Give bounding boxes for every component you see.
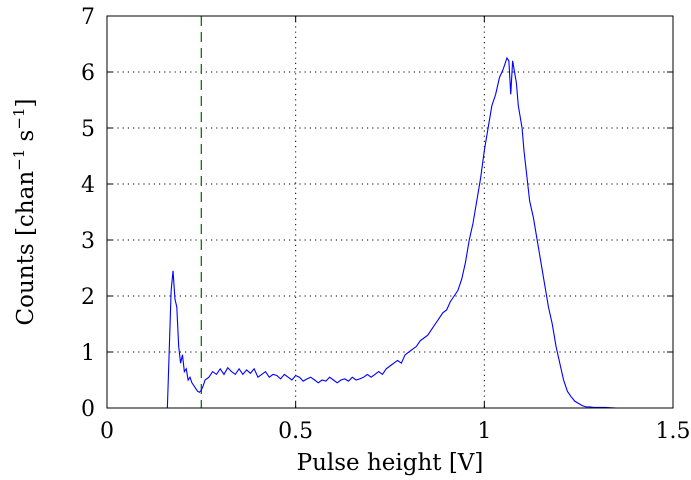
grid-lines	[107, 16, 673, 408]
x-tick-label: 1	[477, 419, 491, 444]
y-tick-label: 4	[81, 173, 95, 198]
x-tick-label: 0	[100, 419, 114, 444]
x-tick-labels: 0 0.5 1 1.5	[100, 419, 691, 444]
y-axis-label-exp2: −1	[10, 107, 28, 129]
series-line	[107, 56, 673, 409]
y-tick-label: 2	[81, 285, 95, 310]
y-axis-label-unit: s	[13, 130, 39, 149]
y-tick-label: 7	[81, 5, 95, 30]
y-tick-label: 6	[81, 61, 95, 86]
y-tick-label: 0	[81, 397, 95, 422]
x-axis-label: Pulse height [V]	[297, 450, 484, 476]
x-tick-label: 1.5	[656, 419, 691, 444]
y-axis-label-main: Counts [chan	[13, 171, 39, 326]
y-tick-label: 3	[81, 229, 95, 254]
y-axis-label: Counts [chan−1 s−1]	[10, 99, 39, 326]
y-tick-label: 1	[81, 341, 95, 366]
y-tick-label: 5	[81, 117, 95, 142]
x-tick-label: 0.5	[278, 419, 313, 444]
y-axis-label-exp1: −1	[10, 149, 28, 171]
y-axis-label-close: ]	[13, 99, 39, 108]
axis-ticks	[106, 15, 674, 409]
axes-frame	[106, 15, 674, 409]
y-tick-labels: 0 1 2 3 4 5 6 7	[81, 5, 95, 422]
